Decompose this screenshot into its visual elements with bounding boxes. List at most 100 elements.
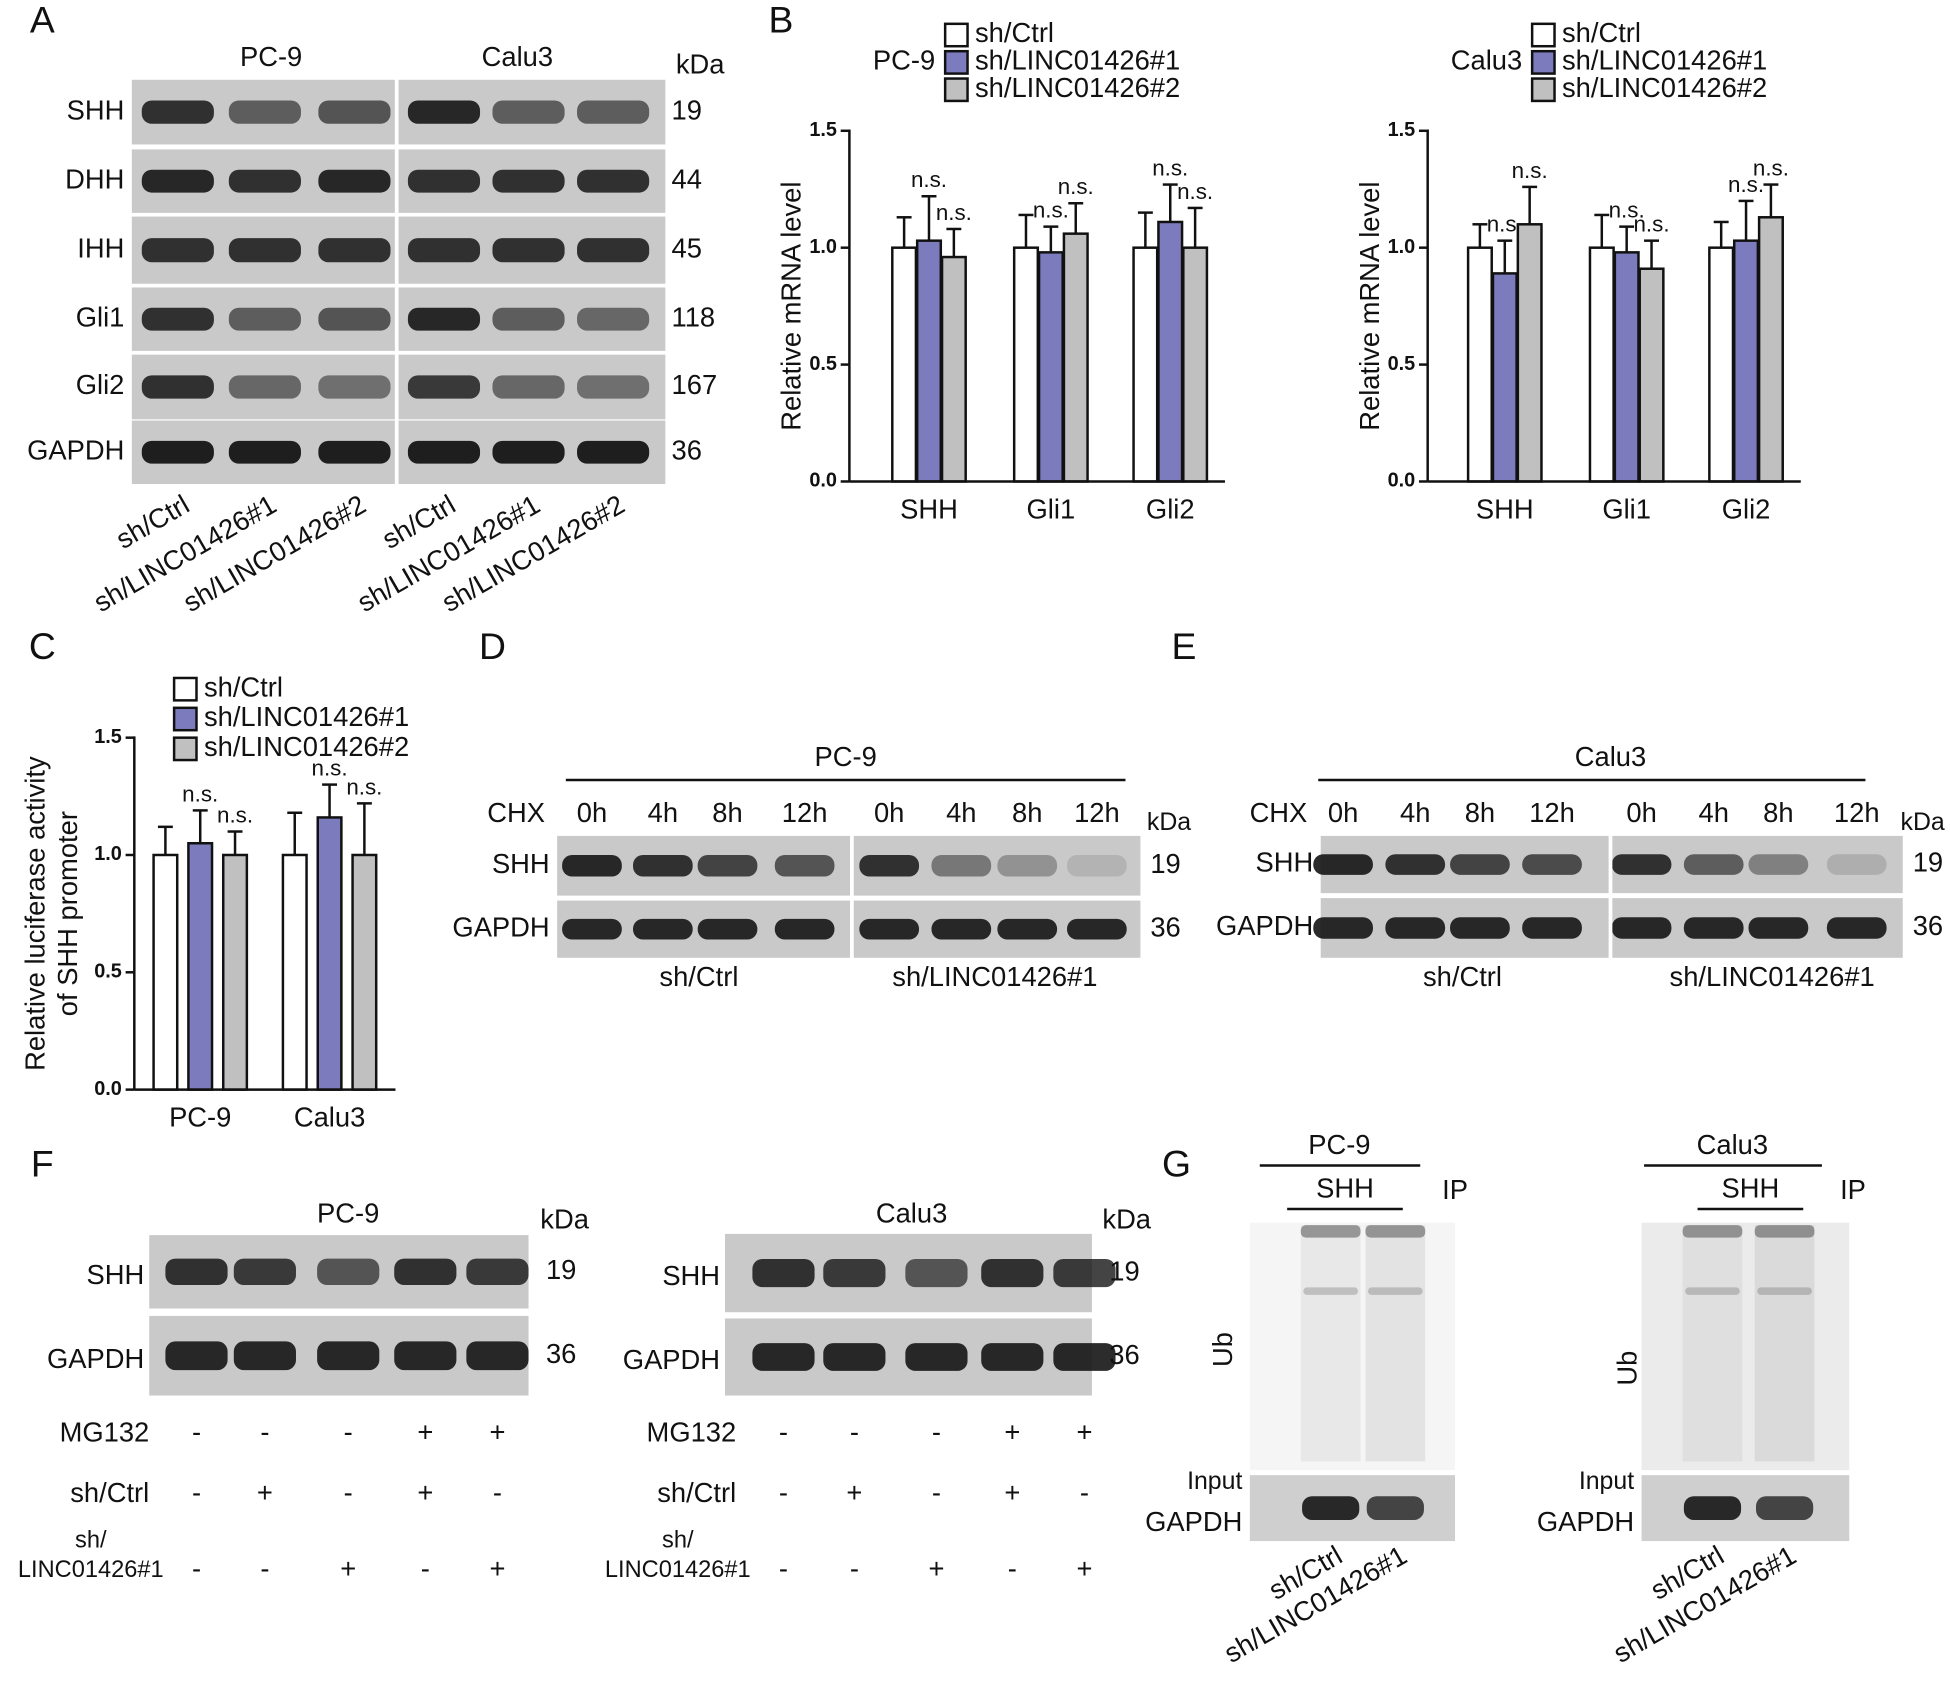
significance-label: n.s.	[182, 781, 218, 806]
blot-band	[1683, 1496, 1742, 1520]
blot-band	[997, 855, 1058, 877]
blot-band	[318, 375, 391, 399]
condition-label: sh/Ctrl	[657, 1477, 736, 1508]
x-tick-label: Gli2	[1146, 494, 1195, 525]
blot-band	[318, 238, 391, 263]
bar	[1182, 246, 1209, 483]
blot-band	[577, 307, 650, 331]
blot-band	[165, 1341, 228, 1371]
blot-band	[318, 100, 391, 124]
blot-band	[752, 1258, 815, 1288]
sign: -	[493, 1477, 502, 1508]
legend-swatch	[172, 676, 198, 702]
sign: +	[417, 1477, 433, 1508]
blot-band	[905, 1343, 968, 1371]
ub-blot	[1641, 1222, 1850, 1471]
time-label: 4h	[946, 797, 976, 828]
blot-band	[1748, 854, 1809, 875]
treatment-label: CHX	[487, 797, 545, 828]
y-tick-label: 0.5	[1388, 353, 1416, 375]
row-label: GAPDH	[452, 911, 549, 942]
kda-value: 19	[1109, 1255, 1139, 1286]
blot-band	[562, 918, 622, 940]
sign: -	[344, 1477, 353, 1508]
chart-title: PC-9	[873, 45, 935, 76]
bar	[1466, 246, 1493, 483]
row-label: Gli1	[76, 301, 125, 332]
row-label: GAPDH	[1216, 910, 1313, 941]
bar	[1732, 239, 1760, 483]
blot-band	[407, 100, 481, 124]
x-tick-label: Gli1	[1602, 494, 1651, 525]
significance-label: n.s.	[1177, 179, 1213, 204]
y-tick-label: 1.5	[809, 119, 837, 141]
unit-label: kDa	[1102, 1204, 1151, 1235]
sign: -	[779, 1416, 788, 1447]
y-axis-label: of SHH promoter	[52, 811, 83, 1016]
sign: +	[340, 1553, 356, 1584]
blot-band	[407, 169, 481, 193]
blot-band	[931, 855, 992, 877]
blot-band	[697, 918, 758, 940]
ip-label: IP	[1840, 1174, 1866, 1205]
significance-label: n.s.	[936, 200, 972, 225]
row-label: GAPDH	[623, 1344, 720, 1375]
legend-swatch	[943, 49, 969, 75]
condition-label: MG132	[60, 1416, 150, 1447]
sign: -	[932, 1477, 941, 1508]
legend-label: sh/LINC01426#1	[1562, 45, 1767, 76]
blot-band	[752, 1343, 815, 1371]
y-tick-label: 1.0	[94, 843, 122, 865]
blot-band	[141, 238, 214, 263]
significance-label: n.s.	[1633, 212, 1669, 237]
sign: +	[1076, 1553, 1092, 1584]
sign: +	[489, 1416, 505, 1447]
bar	[915, 239, 943, 483]
blot-band	[905, 1258, 968, 1288]
y-tick-label: 0.0	[809, 470, 837, 492]
ub-band	[1757, 1287, 1812, 1295]
legend-label: sh/LINC01426#2	[1562, 72, 1767, 103]
row-label: GAPDH	[27, 434, 124, 465]
blot-band	[577, 100, 650, 124]
sign: -	[344, 1416, 353, 1447]
blot-band	[774, 918, 835, 940]
blot-band	[394, 1258, 457, 1286]
legend-swatch	[1530, 22, 1556, 48]
blot-band	[141, 100, 214, 124]
y-tick-label: 0.0	[1388, 470, 1416, 492]
blot-band	[1053, 1258, 1116, 1288]
bar	[1132, 246, 1159, 483]
ub-smear	[1682, 1225, 1743, 1462]
blot-band	[859, 918, 920, 940]
panel-label: A	[30, 0, 55, 40]
unit-label: kDa	[540, 1204, 589, 1235]
bar	[1062, 232, 1089, 483]
y-axis-label: Relative mRNA level	[1354, 182, 1385, 431]
group-label: sh/Ctrl	[659, 961, 738, 992]
blot-band	[577, 375, 650, 399]
y-tick-label: 0.0	[94, 1078, 122, 1100]
time-label: 12h	[782, 797, 828, 828]
time-label: 4h	[1400, 797, 1430, 828]
input-label: Input	[1187, 1467, 1242, 1495]
kda-value: 19	[1150, 848, 1180, 879]
ub-band	[1300, 1225, 1361, 1238]
blot-band	[859, 855, 920, 877]
sign: +	[928, 1553, 944, 1584]
significance-label: n.s.	[1728, 172, 1764, 197]
blot-band	[492, 440, 565, 464]
blot-band	[407, 307, 481, 331]
time-label: 0h	[577, 797, 607, 828]
blot-strip	[1641, 1475, 1850, 1542]
panel-label: G	[1162, 1143, 1191, 1185]
legend-label: sh/LINC01426#1	[204, 701, 409, 732]
x-tick-label: Gli1	[1027, 494, 1076, 525]
blot-band	[141, 307, 214, 331]
sign: -	[850, 1416, 859, 1447]
significance-label: n.s.	[312, 756, 348, 781]
blot-band	[1302, 1496, 1360, 1520]
blot-band	[228, 440, 301, 464]
group-label: sh/Ctrl	[1423, 961, 1502, 992]
group-title: PC-9	[1308, 1129, 1370, 1160]
